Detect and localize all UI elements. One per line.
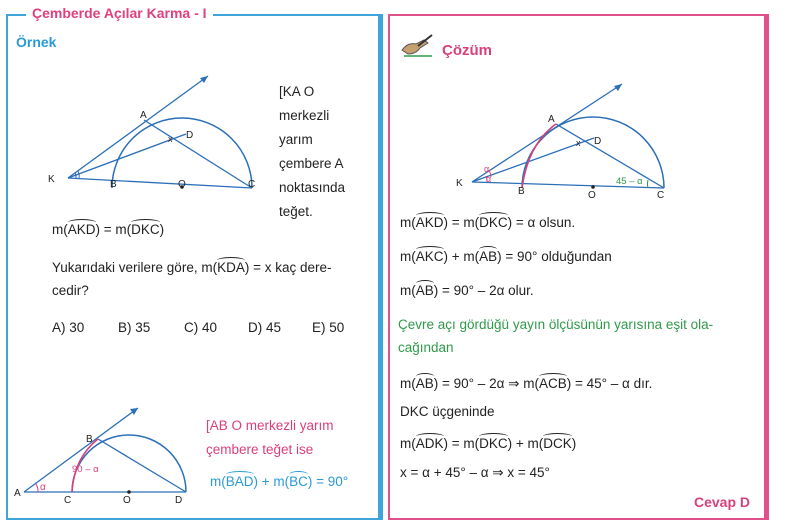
- given-equation: m(AKD) = m(DKC): [52, 219, 165, 237]
- solution-line-3: m(AB) = 90° – 2α olur.: [400, 280, 534, 298]
- sol-label-o: O: [588, 190, 596, 200]
- fig1-label-a: A: [140, 110, 147, 121]
- choice-a: A) 30: [52, 320, 85, 335]
- fig2-label-c: C: [64, 495, 71, 505]
- fig1-label-o: O: [178, 179, 186, 190]
- choice-e: E) 50: [312, 320, 345, 335]
- desc-line: merkezli: [279, 108, 330, 123]
- sol-label-angle: 45 – α: [616, 176, 643, 187]
- example-description: [KA O merkezli yarım çembere A noktasınd…: [279, 80, 345, 224]
- choice-b: B) 35: [118, 320, 151, 335]
- question-line-2: cedir?: [52, 283, 89, 298]
- sol-label-c: C: [657, 190, 664, 200]
- choice-c: C) 40: [184, 320, 218, 335]
- sol-label-a: A: [548, 114, 555, 125]
- rule-formula: m(BAD) + m(BC) = 90°: [210, 471, 349, 489]
- fig2-label-alpha: α: [40, 482, 46, 493]
- page-title: Çemberde Açılar Karma - I: [26, 5, 213, 21]
- fig2-label-a: A: [14, 488, 21, 499]
- fig1-label-b: B: [110, 179, 117, 190]
- example-figure-1: A K B O C D x: [48, 75, 255, 190]
- desc-line: yarım: [279, 132, 313, 147]
- pencil-hand-icon: [401, 34, 433, 57]
- fig1-label-d: D: [186, 130, 193, 141]
- solution-line-7: x = α + 45° – α ⇒ x = 45°: [400, 465, 550, 480]
- solution-line-5: DKC üçgeninde: [400, 404, 495, 419]
- solution-line-6: m(ADK) = m(DKC) + m(DCK): [400, 433, 577, 451]
- fig1-label-k: K: [48, 174, 55, 185]
- solution-line-1: m(AKD) = m(DKC) = α olsun.: [400, 212, 576, 230]
- sol-label-alpha-2: α: [486, 174, 491, 184]
- example-heading: Örnek: [16, 34, 57, 50]
- fig1-label-c: C: [248, 179, 255, 190]
- desc-line: çembere A: [279, 156, 344, 171]
- example-figure-2: A B C O D α 90 – α: [14, 407, 187, 505]
- sol-label-d: D: [594, 136, 601, 147]
- desc-line: [KA O: [279, 84, 315, 99]
- solution-figure: A K B O C D x α α 45 – α: [456, 83, 665, 200]
- fig2-label-d: D: [175, 495, 182, 505]
- question-line-1: Yukarıdaki verilere göre, m(KDA) = x kaç…: [52, 257, 332, 275]
- sol-label-b: B: [518, 186, 525, 197]
- solution-panel: [388, 14, 769, 520]
- solution-heading: Çözüm: [442, 42, 492, 59]
- fig1-label-x: x: [168, 134, 173, 144]
- desc-line: teğet.: [279, 204, 313, 219]
- sol-label-alpha-1: α: [484, 164, 489, 174]
- solution-green-line-1: Çevre açı gördüğü yayın ölçüsünün yarısı…: [398, 317, 714, 332]
- solution-line-4: m(AB) = 90° – 2α ⇒ m(ACB) = 45° – α dır.: [400, 373, 653, 391]
- rule-line-2: çembere teğet ise: [206, 442, 314, 457]
- solution-line-2: m(AKC) + m(AB) = 90° olduğundan: [400, 246, 612, 264]
- rule-line-1: [AB O merkezli yarım: [206, 418, 334, 433]
- choice-d: D) 45: [248, 320, 282, 335]
- sol-label-k: K: [456, 178, 463, 189]
- desc-line: noktasında: [279, 180, 346, 195]
- solution-green-line-2: cağından: [398, 340, 454, 355]
- sol-label-x: x: [576, 138, 581, 148]
- fig2-label-b: B: [86, 434, 93, 445]
- answer-label: Cevap D: [694, 494, 751, 510]
- fig2-label-angle: 90 – α: [72, 464, 99, 475]
- fig2-label-o: O: [123, 495, 131, 505]
